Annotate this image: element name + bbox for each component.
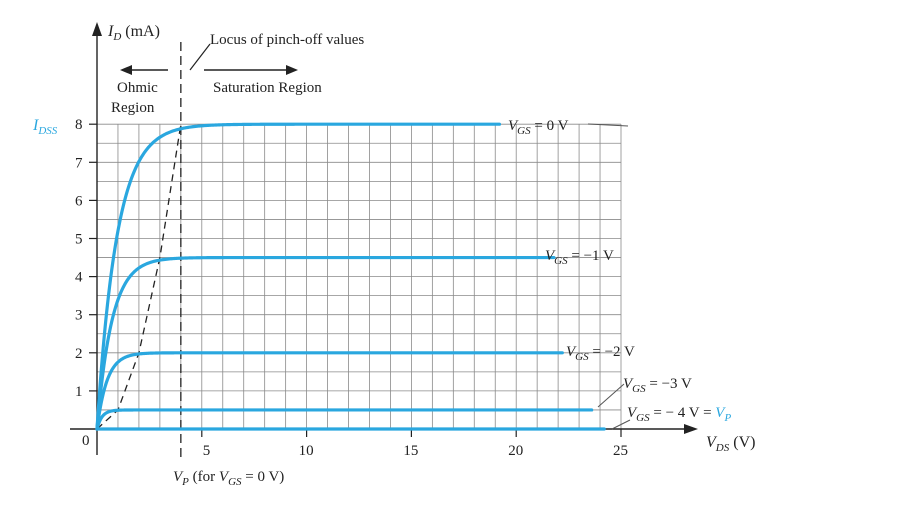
ohmic-label-line2: Region [111,100,155,116]
curve-label-sub: GS [554,255,568,267]
y-tick-label: 4 [75,270,83,286]
curve-label: VGS = −2 V [566,344,635,363]
curves [95,42,606,458]
curve-label-value: = − 4 V = [650,405,716,421]
y-axis-title: ID (mA) [107,23,160,43]
locus-leader [189,43,211,71]
x-axis-arrowhead [684,424,698,434]
curve-label-vp-sub: P [723,412,731,424]
y-tick-label: 8 [75,117,83,133]
curve-label-v: V [545,248,556,264]
y-tick-label: 7 [75,155,83,171]
curve-label: VGS = − 4 V = VP [627,405,731,424]
idss-label-main: I [32,117,39,134]
x-axis-title: VDS (V) [706,434,755,454]
vp-label-mid: (for [189,469,219,485]
curve-label-leader [597,383,625,408]
vp-label: VP (for VGS = 0 V) [173,469,284,488]
curve-label: VGS = −3 V [623,376,692,395]
x-axis-title-main: V [706,434,718,451]
curve-label-value: = 0 V [531,118,569,134]
ohmic-label-line1: Ohmic [117,80,158,96]
curve-label: VGS = −1 V [545,248,614,267]
saturation-arrowhead [286,65,298,75]
locus-label: Locus of pinch-off values [210,32,364,48]
origin-label: 0 [82,433,90,449]
curve-label-value: = −2 V [589,344,635,360]
grid [96,123,622,430]
x-tick-label: 20 [508,443,523,459]
saturation-label: Saturation Region [213,80,322,96]
curve-vgs-neg2 [95,351,564,431]
curve-label-value: = −3 V [646,376,692,392]
curve-vgs-neg1 [95,255,556,431]
curve-label-vp: V [715,405,726,421]
curve-label-leader [611,419,631,430]
y-axis-title-main: I [107,23,114,40]
curve-label-v: V [566,344,577,360]
curve-vgs-neg3 [95,408,594,431]
idss-label: IDSS [32,117,58,137]
curve-label-v: V [508,118,519,134]
x-axis-title-sub: DS [715,442,730,454]
curve-vgs-0 [95,122,502,431]
y-axis-arrowhead [92,22,102,36]
y-tick-label: 3 [75,308,83,324]
vp-label-v: V [173,469,184,485]
y-axis-title-sub: D [112,31,121,43]
y-tick-label: 5 [75,232,83,248]
curve-label-sub: GS [517,125,531,137]
x-tick-label: 5 [203,443,211,459]
x-axis-title-unit: (V) [729,434,755,451]
vp-label-vgs: V [219,469,230,485]
y-tick-label: 1 [75,384,83,400]
curve-label-sub: GS [636,412,650,424]
vp-label-vgs-sub: GS [228,476,242,488]
idss-label-sub: DSS [37,125,57,137]
vp-label-sub: P [181,476,189,488]
x-tick-label: 10 [299,443,314,459]
curve-label-v: V [623,376,634,392]
curve-label: VGS = 0 V [508,118,569,137]
y-tick-label: 6 [75,193,83,209]
curve-label-sub: GS [575,351,589,363]
x-tick-label: 15 [403,443,418,459]
vp-label-end: = 0 V) [242,469,285,485]
curve-label-leader [587,123,629,127]
curve-label-sub: GS [632,383,646,395]
x-tick-label: 25 [613,443,628,459]
y-tick-label: 2 [75,346,83,362]
curve-label-value: = −1 V [568,248,614,264]
ohmic-arrowhead [120,65,132,75]
y-axis-title-unit: (mA) [121,23,160,40]
curve-label-v: V [627,405,638,421]
